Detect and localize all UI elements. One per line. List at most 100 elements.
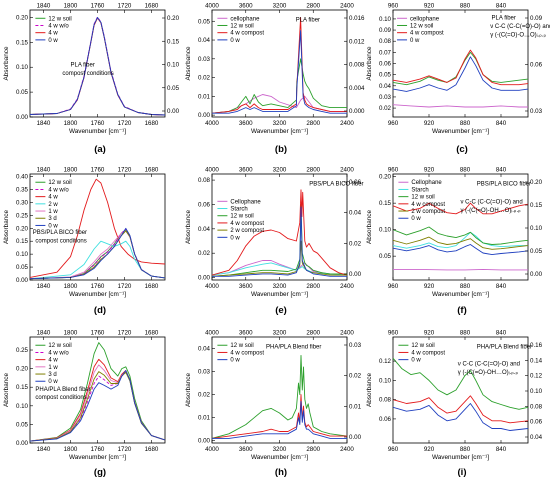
legend-label: 4 w compost — [411, 202, 445, 208]
y-tick-label: 0.08 — [198, 177, 211, 184]
series-line-f-3 — [393, 202, 528, 215]
series-line-d-2 — [30, 178, 165, 278]
y-tick-label: 0.00 — [16, 440, 29, 447]
chart-panel-d: 1840 1840 1800 1800 1760 1760 1720 1720 1680 1680… — [3, 167, 166, 316]
y-tick-label: 0.08 — [379, 38, 392, 45]
series-line-h-0 — [212, 354, 347, 439]
x-tick-label: 1680 — [145, 446, 159, 453]
series-line-f-0 — [393, 268, 528, 271]
y-tick-label: 0.25 — [16, 212, 29, 219]
legend-label: 4 w — [48, 31, 58, 37]
x-tick-label-top: 2800 — [306, 167, 320, 174]
x-tick-label-top: 3600 — [239, 330, 253, 337]
y-tick-label-right: 0.20 — [530, 179, 543, 186]
x-tick-label-top: 880 — [460, 330, 471, 337]
y-tick-label: 0.02 — [379, 105, 392, 112]
chart-annotation: PLA fiber — [71, 62, 95, 68]
y-tick-label: 0.05 — [379, 72, 392, 79]
legend-label: 4 w — [48, 358, 58, 364]
legend-label: 12 w soil — [230, 23, 253, 29]
x-tick-label: 3600 — [239, 446, 253, 453]
plot-frame — [211, 336, 348, 444]
x-tick-label: 960 — [388, 283, 399, 290]
y-tick-label: 0.15 — [16, 39, 29, 46]
chart-annotation: compost conditions — [35, 395, 86, 401]
legend-label: 4 w w/o — [48, 187, 69, 193]
y-axis-label: Absorbance — [366, 46, 373, 81]
x-tick-label-top: 1840 — [37, 3, 51, 10]
series-group — [30, 16, 165, 116]
y-axis-label: Absorbance — [185, 210, 192, 245]
panel-caption: (g) — [94, 467, 106, 478]
legend-label: 2 w compost — [230, 228, 264, 234]
x-tick-label: 1720 — [118, 283, 132, 290]
y-tick-label: 0.35 — [16, 187, 29, 194]
x-tick-label: 920 — [424, 283, 435, 290]
series-line-c-0 — [393, 104, 528, 108]
y-tick-label-right: 0.05 — [167, 85, 180, 92]
y-tick-label-right: 0.09 — [530, 15, 543, 22]
y-tick-label: 0.10 — [379, 16, 392, 23]
x-tick-label: 880 — [460, 446, 471, 453]
y-axis-label: Absorbance — [366, 373, 373, 408]
x-tick-label-top: 2400 — [340, 330, 354, 337]
y-tick-label: 0.12 — [379, 358, 392, 365]
y-axis-label: Absorbance — [185, 373, 192, 408]
x-tick-label: 1680 — [145, 120, 159, 127]
y-tick-label-right: 0.00 — [167, 108, 180, 115]
x-tick-label: 880 — [460, 283, 471, 290]
y-tick-label: 0.15 — [16, 384, 29, 391]
y-tick-label: 0.06 — [379, 416, 392, 423]
legend-label: 4 w compost — [411, 350, 445, 356]
y-tick-label: 0.05 — [16, 421, 29, 428]
series-group — [393, 49, 528, 108]
y-tick-label-right: 0.20 — [167, 15, 180, 22]
y-tick-label-right: 0.00 — [530, 271, 543, 278]
legend-label: 4 w w/o — [48, 350, 69, 356]
plot-frame — [211, 9, 348, 118]
legend-label: 2 w — [48, 202, 58, 208]
x-tick-label: 1760 — [91, 446, 105, 453]
x-tick-label-top: 880 — [460, 167, 471, 174]
x-tick-label-top: 3200 — [273, 3, 287, 10]
x-axis-label: Wavenumber [cm⁻¹] — [432, 291, 489, 298]
legend-label: 0 w — [230, 358, 240, 364]
series-line-e-2 — [212, 204, 347, 277]
chart-annotation: compost conditions — [62, 71, 113, 77]
plot-frame — [29, 9, 166, 118]
series-line-i-1 — [393, 395, 528, 424]
y-tick-label: 0.04 — [379, 83, 392, 90]
x-axis-label: Wavenumber [cm⁻¹] — [432, 454, 489, 461]
series-line-g-5 — [30, 370, 165, 442]
x-tick-label: 1800 — [64, 120, 78, 127]
series-line-c-2 — [393, 49, 528, 86]
y-axis-label: Absorbance — [185, 46, 192, 81]
chart-annotation: ν C-C (C-C(=O)-O) and — [458, 361, 520, 367]
x-tick-label: 920 — [424, 120, 435, 127]
x-tick-label-top: 4000 — [205, 3, 219, 10]
y-tick-label: 0.09 — [379, 27, 392, 34]
y-tick-label-right: 0.04 — [530, 434, 543, 441]
legend-label: 12 w soil — [48, 180, 71, 186]
series-line-f-5 — [393, 244, 528, 256]
x-tick-label: 4000 — [205, 446, 219, 453]
x-tick-label: 960 — [388, 446, 399, 453]
legend-label: 12 w soil — [48, 16, 71, 22]
legend-label: Cellophane — [411, 180, 442, 186]
y-tick-label-right: 0.008 — [349, 62, 365, 69]
x-tick-label: 960 — [388, 120, 399, 127]
x-tick-label: 4000 — [205, 120, 219, 127]
x-tick-label-top: 920 — [424, 3, 435, 10]
y-tick-label: 0.06 — [198, 201, 211, 208]
chart-annotation: γ (-(C(=O)-OH…O)ᵢ.ₚ.ₚ — [458, 370, 519, 376]
chart-annotation: compost conditions — [35, 239, 86, 245]
panel-caption: (d) — [94, 305, 106, 316]
x-tick-label-top: 960 — [388, 330, 399, 337]
y-tick-label-right: 0.16 — [530, 342, 543, 349]
chart-annotation: PLA fiber — [296, 17, 320, 23]
y-tick-label-right: 0.05 — [530, 248, 543, 255]
x-tick-label: 1800 — [64, 283, 78, 290]
x-tick-label-top: 3200 — [273, 167, 287, 174]
y-tick-label-right: 0.00 — [349, 434, 362, 441]
